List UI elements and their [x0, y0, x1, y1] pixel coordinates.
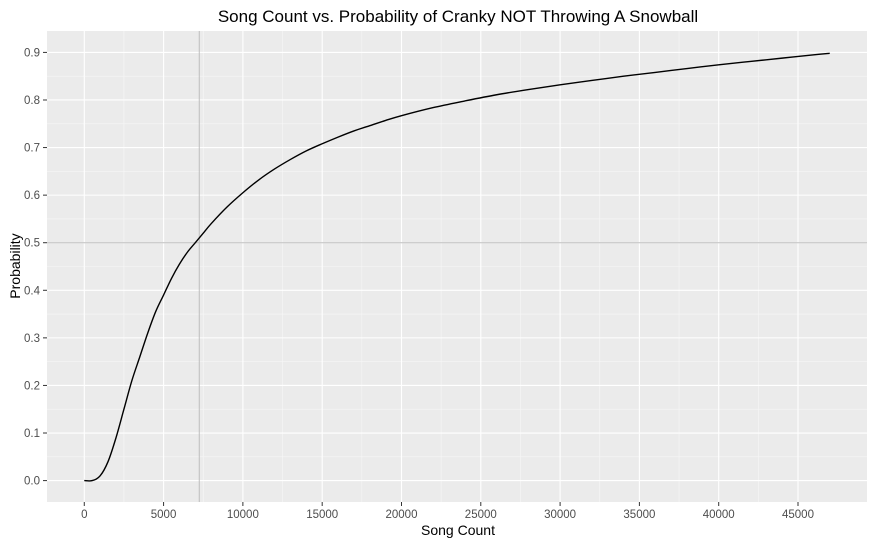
y-tick-label: 0.6 [24, 190, 40, 202]
major-gridlines [47, 31, 867, 502]
chart-title: Song Count vs. Probability of Cranky NOT… [218, 7, 698, 26]
y-tick-label: 0.8 [24, 95, 40, 107]
y-tick-label: 0.5 [24, 238, 40, 250]
y-tick-label: 0.2 [24, 380, 40, 392]
x-tick-label: 40000 [703, 509, 735, 521]
x-tick-label: 25000 [465, 509, 497, 521]
x-tick-label: 0 [81, 509, 87, 521]
x-tick-label: 30000 [544, 509, 576, 521]
x-axis-title: Song Count [421, 522, 495, 538]
series-group [84, 52, 830, 482]
y-tick-label: 0.4 [24, 285, 41, 297]
x-tick-label: 45000 [782, 509, 814, 521]
minor-gridlines [47, 31, 867, 502]
x-tick-label: 10000 [227, 509, 259, 521]
y-tick-label: 0.3 [24, 333, 40, 345]
x-tick-label: 35000 [623, 509, 655, 521]
y-tick-label: 0.9 [24, 47, 40, 59]
y-tick-label: 0.7 [24, 143, 40, 155]
x-axis-ticks: 0 5000 10000 15000 20000 25000 30000 35000 40000… [81, 502, 814, 521]
y-axis-ticks: 0.0 0.1 0.2 0.3 0.4 0.5 0.6 0.7 0.8 0.9 [24, 47, 47, 488]
x-tick-label: 5000 [151, 509, 177, 521]
x-tick-label: 15000 [306, 509, 338, 521]
series-line [84, 52, 830, 482]
y-tick-label: 0.1 [24, 428, 40, 440]
reference-lines [47, 31, 867, 502]
y-axis-title: Probability [7, 233, 23, 298]
x-tick-label: 20000 [385, 509, 417, 521]
y-tick-label: 0.0 [24, 476, 40, 488]
